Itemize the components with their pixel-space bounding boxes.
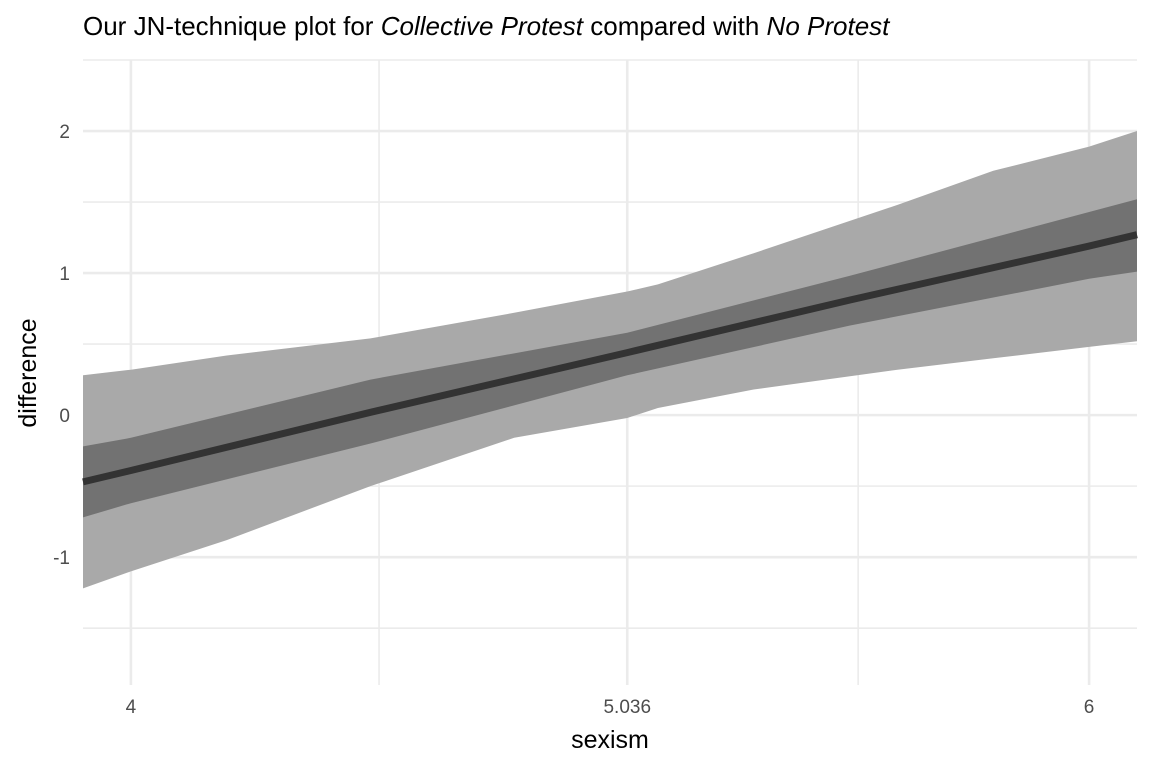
y-axis-title: difference [14, 318, 42, 427]
y-tick-label-0: -1 [53, 548, 70, 569]
x-tick-label-0: 4 [126, 697, 137, 718]
tick-layer: 4 5.036 6 -1 0 1 2 [53, 122, 1094, 718]
x-tick-label-2: 6 [1084, 697, 1095, 718]
chart-title-part-2: Collective Protest [381, 11, 585, 41]
x-tick-label-1: 5.036 [603, 697, 651, 718]
chart-title-part-1: Our JN-technique plot for [83, 11, 381, 41]
y-tick-label-3: 2 [59, 122, 70, 143]
chart-title-part-4: No Protest [767, 11, 892, 41]
line-layer [82, 231, 1138, 486]
estimate-line [82, 231, 1138, 486]
x-axis-title: sexism [571, 726, 649, 754]
y-tick-label-1: 0 [59, 406, 70, 427]
chart-title: Our JN-technique plot for Collective Pro… [83, 11, 891, 41]
chart-title-part-3: compared with [583, 11, 767, 41]
y-tick-label-2: 1 [59, 264, 70, 285]
